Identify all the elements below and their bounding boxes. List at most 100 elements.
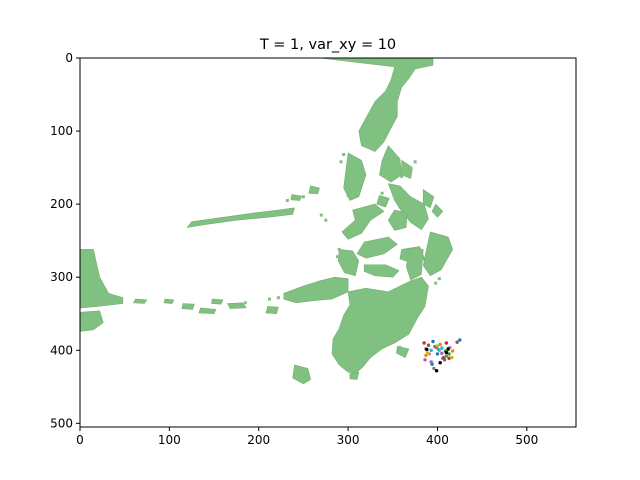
landmass-19 — [80, 249, 124, 309]
island-dot-7 — [337, 247, 341, 251]
y-tick-label-400: 400 — [50, 343, 73, 357]
data-point-5-0 — [426, 343, 431, 347]
x-tick-label-500: 500 — [515, 433, 538, 447]
data-point-5-3 — [442, 358, 447, 362]
landmass-23 — [181, 303, 195, 310]
y-axis: 0 100 200 300 400 500 — [50, 51, 80, 430]
landmass-9 — [387, 209, 408, 231]
y-tick-label-500: 500 — [50, 416, 73, 430]
x-tick-label-0: 0 — [76, 433, 84, 447]
data-point-1-2 — [435, 352, 440, 356]
island-dot-1 — [339, 160, 343, 164]
landmass-7 — [376, 195, 390, 208]
data-point-0-1 — [451, 349, 455, 353]
x-tick-label-100: 100 — [158, 433, 181, 447]
data-point-8-0 — [450, 355, 454, 360]
landmass-30 — [265, 306, 279, 315]
landmass-21 — [133, 298, 148, 304]
data-point-8-2 — [425, 351, 430, 355]
data-point-4-2 — [423, 358, 427, 362]
data-point-10-0 — [425, 347, 429, 352]
data-point-10-3 — [434, 369, 439, 373]
data-point-4-3 — [429, 360, 433, 364]
island-dot-20 — [276, 296, 280, 300]
data-point-9-0 — [429, 348, 433, 352]
landmass-15 — [405, 247, 424, 281]
data-point-7-1 — [432, 366, 436, 371]
island-dot-4 — [400, 174, 404, 178]
data-point-2-0 — [447, 352, 451, 356]
island-dot-3 — [402, 167, 405, 171]
land-layer — [80, 58, 454, 385]
plot-area: 0 100 200 300 400 500 0 100 200 300 400 500 — [50, 51, 577, 447]
island-dot-6 — [380, 191, 384, 195]
landmass-29 — [349, 371, 360, 380]
axes-frame — [79, 57, 577, 428]
landmass-8 — [341, 203, 385, 240]
landmass-18 — [186, 207, 295, 228]
y-tick-label-200: 200 — [50, 197, 73, 211]
data-point-9-1 — [436, 347, 441, 352]
data-point-4-0 — [433, 344, 437, 349]
landmass-20 — [80, 310, 104, 332]
island-dot-9 — [319, 213, 323, 217]
data-point-10-4 — [446, 347, 450, 351]
island-dot-8 — [335, 255, 339, 259]
x-axis: 0 100 200 300 400 500 — [76, 427, 538, 447]
landmass-16 — [308, 185, 320, 195]
landmass-27 — [331, 276, 429, 374]
y-tick-label-300: 300 — [50, 270, 73, 284]
landmass-0 — [319, 58, 434, 152]
island-dot-15 — [437, 277, 441, 281]
x-tick-label-300: 300 — [337, 433, 360, 447]
y-tick-label-0: 0 — [65, 51, 73, 65]
island-dot-11 — [285, 199, 289, 202]
island-dot-19 — [268, 297, 271, 301]
island-dot-13 — [436, 209, 439, 213]
data-point-1-0 — [431, 339, 435, 344]
island-dot-0 — [342, 153, 346, 156]
landmass-22 — [163, 298, 175, 304]
landmass-2 — [343, 152, 367, 201]
data-point-8-1 — [435, 344, 440, 348]
island-dot-10 — [324, 218, 328, 222]
landmass-31 — [198, 307, 217, 315]
data-point-5-1 — [455, 340, 459, 344]
island-dot-21 — [409, 283, 413, 286]
data-point-7-0 — [444, 354, 449, 358]
landmass-14 — [422, 231, 454, 277]
island-dot-17 — [427, 268, 430, 272]
island-dot-22 — [398, 345, 402, 349]
island-dot-12 — [301, 195, 305, 199]
y-tick-label-100: 100 — [50, 124, 73, 138]
landmass-17 — [290, 194, 303, 201]
island-dot-14 — [444, 247, 448, 251]
data-point-10-2 — [438, 361, 442, 365]
x-tick-label-200: 200 — [247, 433, 270, 447]
x-tick-label-400: 400 — [426, 433, 449, 447]
data-point-1-1 — [458, 338, 462, 342]
landmass-32 — [396, 346, 410, 359]
landmass-1 — [379, 145, 403, 183]
landmass-4 — [387, 183, 429, 231]
landmass-13 — [363, 264, 400, 278]
chart-title: T = 1, var_xy = 10 — [259, 37, 396, 53]
data-point-0-0 — [438, 342, 442, 347]
points-layer — [422, 338, 462, 373]
landmass-10 — [356, 236, 398, 259]
landmass-28 — [292, 364, 311, 385]
landmass-24 — [211, 298, 224, 305]
island-dot-16 — [434, 281, 438, 285]
landmass-25 — [227, 302, 247, 309]
landmass-3 — [401, 159, 413, 180]
island-dot-18 — [243, 301, 247, 305]
data-point-3-1 — [444, 341, 449, 345]
data-point-10-1 — [444, 350, 449, 355]
data-point-9-2 — [440, 346, 444, 350]
data-point-4-1 — [440, 351, 444, 355]
island-dot-5 — [346, 193, 350, 197]
island-dot-2 — [413, 160, 417, 164]
landmass-5 — [422, 188, 435, 209]
